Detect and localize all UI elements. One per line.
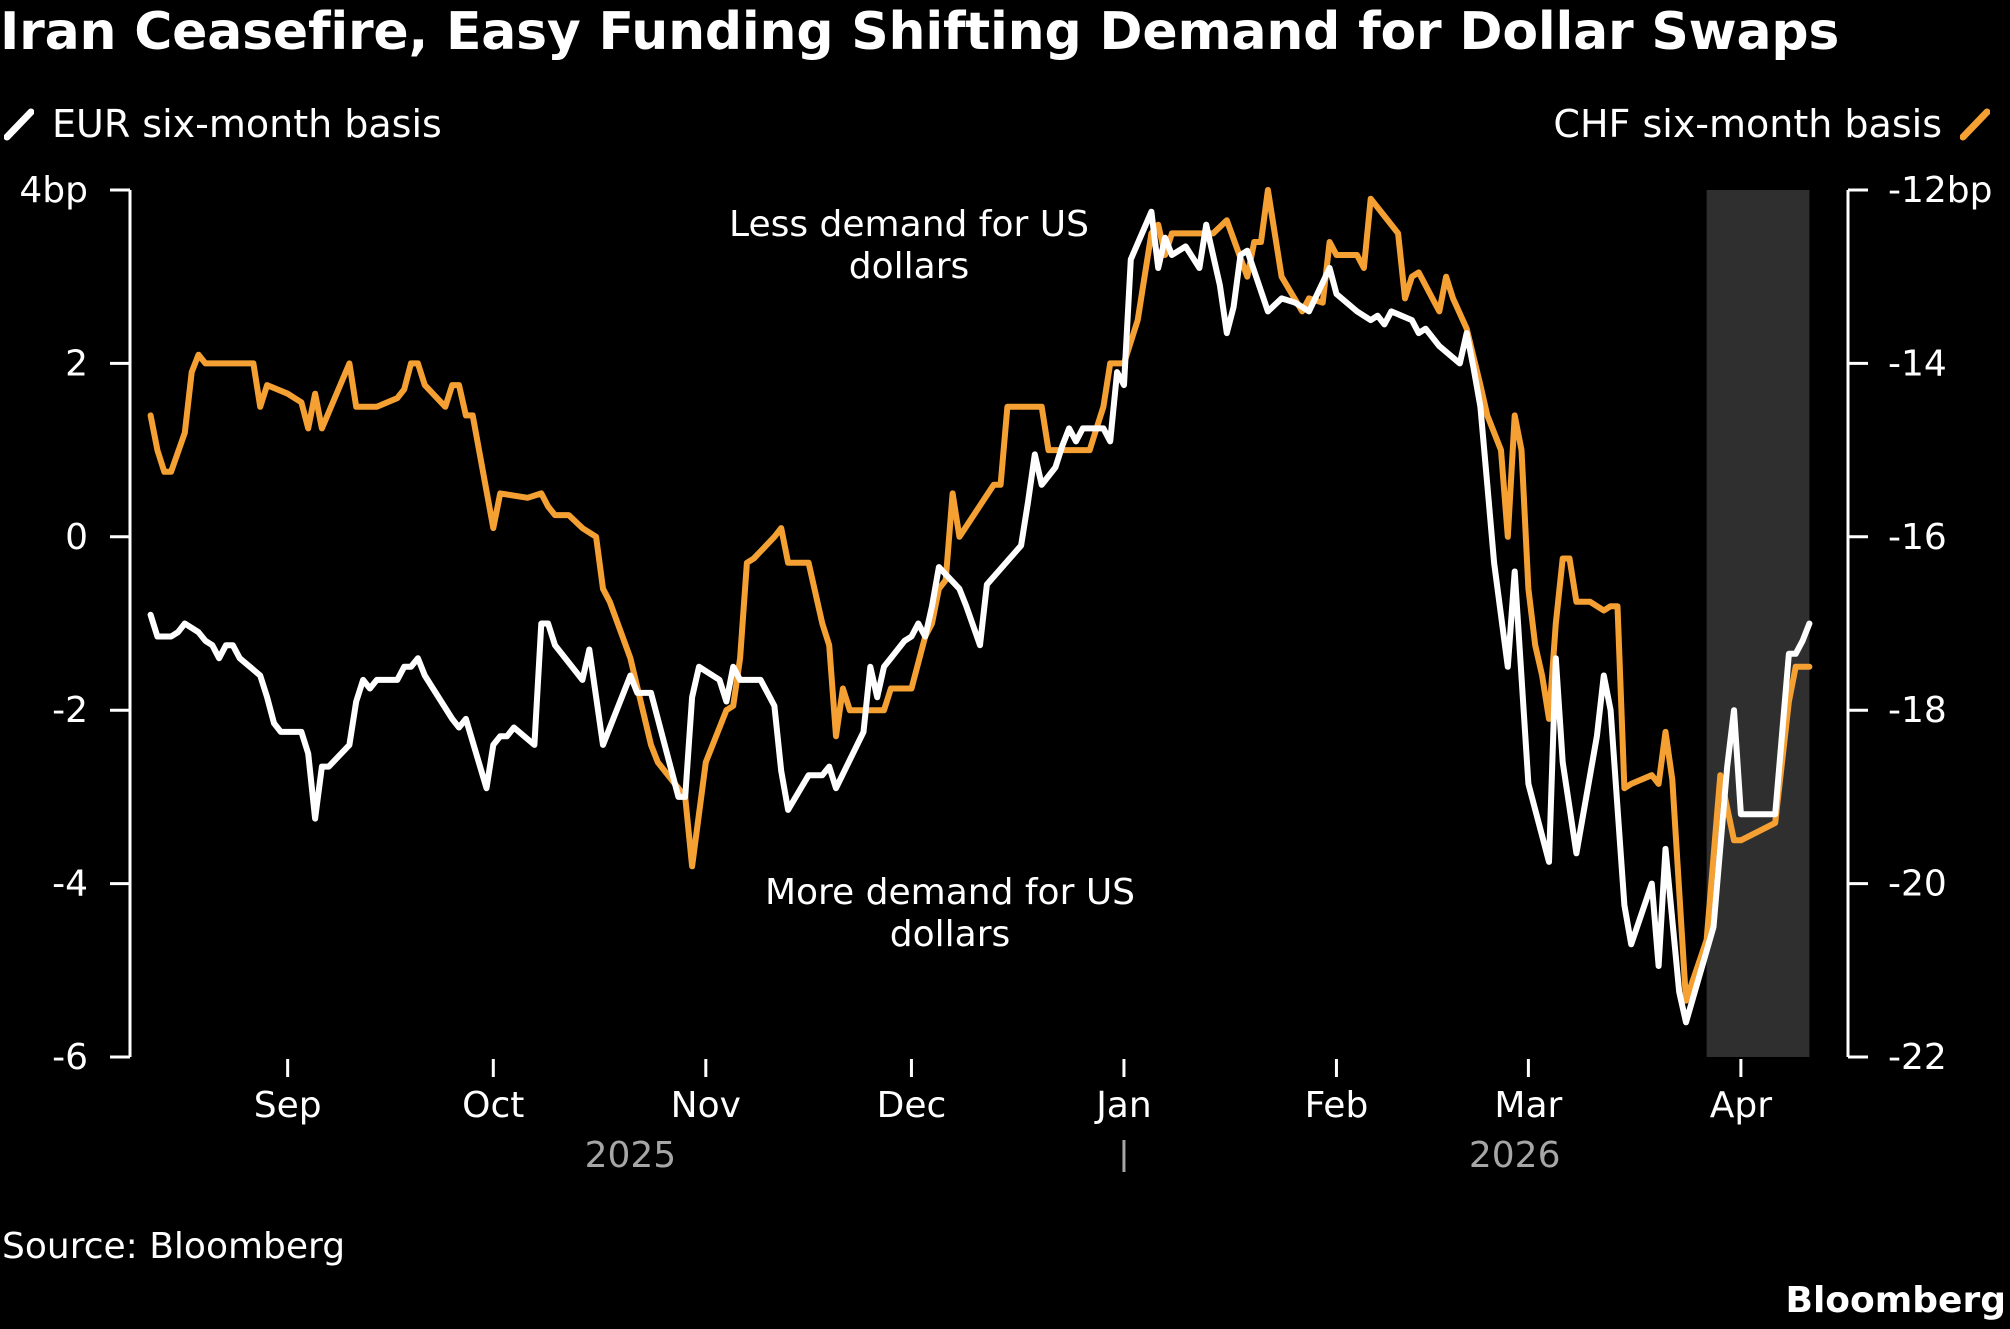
eur-legend-swatch (4, 108, 34, 141)
x-tick-label: Nov (671, 1085, 741, 1126)
left-tick-label: -4 (52, 864, 88, 905)
right-tick-label: -14 (1888, 343, 1947, 384)
annotation-more-demand: More demand for US dollars (765, 872, 1135, 955)
right-tick-label: -20 (1888, 864, 1947, 905)
right-tick-label: -12bp (1888, 170, 1993, 211)
left-tick-label: 0 (65, 517, 88, 558)
chart-title: Iran Ceasefire, Easy Funding Shifting De… (0, 2, 1840, 62)
right-y-axis: -12bp -14 -16 -18 -20 -22 (1846, 170, 1993, 1078)
annotation-line-1: Less demand for US (729, 204, 1089, 245)
left-y-axis: 4bp 2 0 -2 -4 -6 (19, 170, 132, 1078)
legend-eur: EUR six-month basis (4, 102, 442, 146)
x-tick-label: Apr (1710, 1085, 1772, 1126)
source-note: Source: Bloomberg (2, 1226, 346, 1267)
x-tick-label: Jan (1094, 1085, 1152, 1126)
shaded-period (1706, 190, 1810, 1057)
x-tick-label: Dec (877, 1085, 947, 1126)
x-tick-label: Sep (254, 1085, 322, 1126)
legend-chf: CHF six-month basis (1553, 102, 1990, 146)
year-label: 2026 (1469, 1135, 1561, 1176)
left-tick-label: -2 (52, 690, 88, 731)
year-label: 2025 (585, 1135, 677, 1176)
annotation-line-2: dollars (849, 246, 970, 287)
right-tick-label: -16 (1888, 517, 1947, 558)
annotation-less-demand: Less demand for US dollars (729, 204, 1089, 287)
left-tick-label: 4bp (19, 170, 88, 211)
x-tick-label: Feb (1305, 1085, 1369, 1126)
legend-chf-label: CHF six-month basis (1553, 102, 1942, 146)
right-tick-label: -18 (1888, 690, 1947, 731)
left-tick-label: -6 (52, 1037, 88, 1078)
chart-axes: 4bp 2 0 -2 -4 -6 -12bp -14 -16 -18 -20 -22 Sep Oct N… (19, 170, 1992, 1176)
chf-series-line (147, 187, 1813, 1004)
right-tick-label: -22 (1888, 1037, 1947, 1078)
chf-legend-swatch (1960, 108, 1990, 141)
legend-eur-label: EUR six-month basis (52, 102, 442, 146)
left-tick-label: 2 (65, 343, 88, 384)
x-tick-label: Mar (1494, 1085, 1562, 1126)
annotation-line-2: dollars (890, 914, 1011, 955)
eur-series-line (147, 208, 1813, 1026)
x-axis: Sep Oct Nov Dec Jan Feb Mar Apr 2025 2026 (254, 1059, 1772, 1176)
bloomberg-logo: Bloomberg (1785, 1280, 2006, 1321)
annotation-line-1: More demand for US (765, 872, 1135, 913)
x-tick-label: Oct (462, 1085, 524, 1126)
